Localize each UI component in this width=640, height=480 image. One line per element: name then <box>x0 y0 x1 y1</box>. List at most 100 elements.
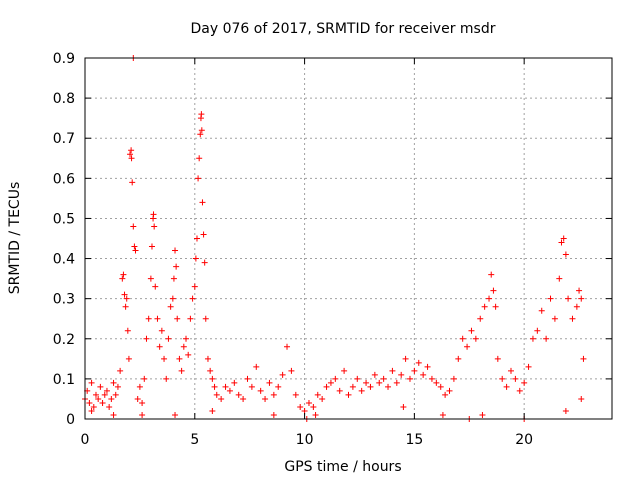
data-point <box>385 383 392 390</box>
y-tick-label: 0.7 <box>53 131 75 147</box>
data-point <box>201 259 208 266</box>
data-point <box>170 275 177 282</box>
data-point <box>558 239 565 246</box>
chart-title: Day 076 of 2017, SRMTID for receiver msd… <box>191 21 496 37</box>
data-point <box>310 403 317 410</box>
y-tick-label: 0 <box>66 412 75 428</box>
y-tick-label: 0.4 <box>53 252 75 268</box>
data-point <box>327 379 334 386</box>
data-point <box>226 387 233 394</box>
data-point <box>433 379 440 386</box>
data-point <box>562 407 569 414</box>
data-point <box>131 243 138 250</box>
data-point <box>172 247 179 254</box>
data-point <box>209 407 216 414</box>
data-point <box>110 379 117 386</box>
data-point <box>367 383 374 390</box>
data-point <box>345 391 352 398</box>
data-point <box>543 335 550 342</box>
y-tick-label: 0.1 <box>53 372 75 388</box>
data-point <box>117 367 124 374</box>
data-point <box>371 371 378 378</box>
data-point <box>176 355 183 362</box>
data-point <box>240 395 247 402</box>
data-point <box>108 395 115 402</box>
data-point <box>124 327 131 334</box>
data-point <box>134 395 141 402</box>
data-point <box>128 155 135 162</box>
data-point <box>358 387 365 394</box>
data-point <box>198 127 205 134</box>
data-point <box>573 303 580 310</box>
data-point <box>143 335 150 342</box>
data-point <box>92 391 99 398</box>
data-point <box>128 147 135 154</box>
data-point <box>192 255 199 262</box>
data-point <box>130 223 137 230</box>
data-point <box>90 403 97 410</box>
data-point <box>538 307 545 314</box>
axis-ticks: 0 0.1 0.2 0.3 0.4 0.5 0.6 0.7 0.8 0.9 0 5 10 15 20 <box>53 51 612 448</box>
data-point <box>196 155 203 162</box>
data-point <box>123 295 130 302</box>
y-axis-title: SRMTID / TECUs <box>7 182 23 295</box>
data-point <box>468 327 475 334</box>
data-point <box>428 375 435 382</box>
data-point <box>167 303 174 310</box>
data-point <box>158 327 165 334</box>
data-point <box>195 175 202 182</box>
data-point <box>248 383 255 390</box>
data-point <box>213 391 220 398</box>
data-point <box>297 403 304 410</box>
data-point <box>209 375 216 382</box>
data-point <box>235 391 242 398</box>
data-point <box>525 363 532 370</box>
data-point <box>490 287 497 294</box>
data-point <box>389 367 396 374</box>
data-point <box>187 315 194 322</box>
data-point <box>472 335 479 342</box>
data-point <box>127 151 134 158</box>
data-point <box>172 411 179 418</box>
data-point <box>446 387 453 394</box>
data-point <box>551 315 558 322</box>
data-point <box>148 243 155 250</box>
data-point <box>97 383 104 390</box>
data-point <box>393 379 400 386</box>
data-point <box>191 283 198 290</box>
data-point <box>266 379 273 386</box>
data-point <box>152 283 159 290</box>
data-point <box>516 387 523 394</box>
data-point <box>119 275 126 282</box>
data-point <box>207 367 214 374</box>
data-point <box>270 411 277 418</box>
data-point <box>165 335 172 342</box>
data-point <box>578 295 585 302</box>
x-tick-label: 5 <box>190 432 199 448</box>
data-point <box>222 383 229 390</box>
y-tick-label: 0.2 <box>53 332 75 348</box>
data-point <box>507 367 514 374</box>
x-tick-label: 20 <box>515 432 533 448</box>
data-point <box>199 199 206 206</box>
data-point <box>363 379 370 386</box>
data-points <box>82 55 587 422</box>
data-point <box>481 303 488 310</box>
data-point <box>189 295 196 302</box>
data-point <box>183 335 190 342</box>
data-point <box>257 387 264 394</box>
data-point <box>411 367 418 374</box>
data-point <box>560 235 567 242</box>
data-point <box>439 411 446 418</box>
data-point <box>125 355 132 362</box>
data-point <box>198 111 205 118</box>
plot-frame <box>84 57 613 420</box>
data-point <box>459 335 466 342</box>
data-point <box>110 411 117 418</box>
x-tick-label: 15 <box>405 432 423 448</box>
data-point <box>141 375 148 382</box>
data-point <box>132 247 139 254</box>
data-point <box>477 315 484 322</box>
data-point <box>455 355 462 362</box>
data-point <box>284 343 291 350</box>
